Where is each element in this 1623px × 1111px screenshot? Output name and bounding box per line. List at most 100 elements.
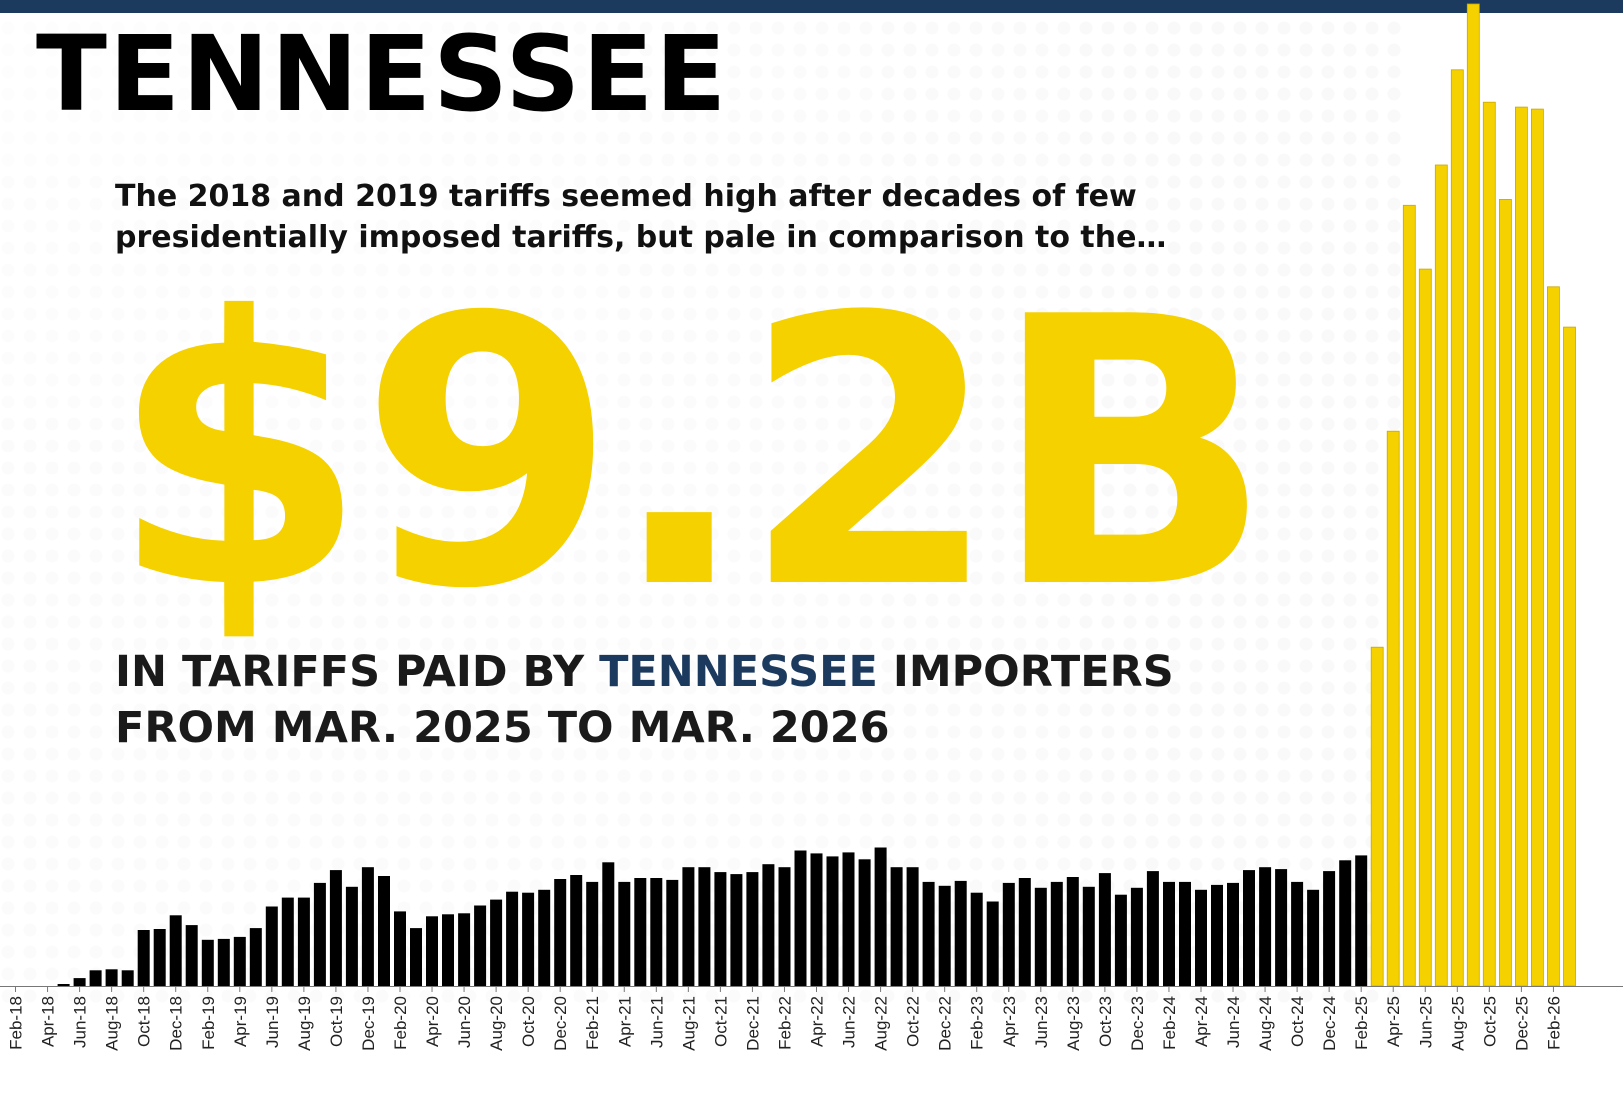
bar-feb-19 (201, 939, 214, 986)
x-tick-label: Apr-20 (423, 996, 442, 1047)
bar-nov-23 (1114, 894, 1127, 986)
x-tick-label: Dec-21 (743, 996, 762, 1051)
bar-jan-26 (1531, 108, 1544, 987)
x-tick-label: Feb-26 (1544, 996, 1563, 1050)
x-tick-label: Oct-23 (1096, 996, 1115, 1047)
bar-oct-23 (1098, 873, 1111, 986)
bar-feb-21 (586, 881, 599, 986)
top-accent-bar (0, 0, 1623, 13)
caption-suffix: IMPORTERS (877, 647, 1174, 697)
x-tick-label: Dec-23 (1128, 996, 1147, 1051)
x-tick-label: Jun-19 (263, 996, 282, 1048)
bar-feb-23 (970, 892, 983, 986)
x-tick-label: Feb-23 (968, 996, 987, 1050)
caption-state: TENNESSEE (599, 647, 878, 697)
bar-jun-20 (458, 913, 471, 986)
bar-feb-20 (394, 911, 406, 986)
bar-feb-25 (1355, 855, 1368, 986)
bar-nov-21 (730, 874, 743, 986)
bar-nov-19 (345, 886, 358, 986)
intro-text: The 2018 and 2019 tariffs seemed high af… (115, 176, 1166, 258)
x-tick-label: Apr-23 (1000, 996, 1019, 1047)
x-tick-label: Feb-19 (199, 996, 218, 1050)
bar-aug-18 (105, 969, 118, 986)
x-tick-label: Apr-19 (231, 996, 250, 1047)
bar-nov-22 (922, 881, 935, 986)
bar-jan-21 (570, 875, 583, 986)
bar-jul-23 (1050, 881, 1063, 986)
bar-jan-22 (762, 864, 775, 986)
bar-may-23 (1018, 878, 1031, 986)
bar-mar-23 (986, 901, 999, 986)
bar-feb-22 (778, 867, 791, 986)
bar-mar-22 (794, 850, 807, 986)
bar-jun-19 (265, 906, 278, 986)
bar-may-24 (1211, 884, 1223, 986)
bar-jun-24 (1227, 882, 1239, 986)
x-tick-label: Oct-18 (135, 996, 154, 1047)
bar-aug-24 (1259, 867, 1272, 986)
x-tick-label: Apr-24 (1192, 996, 1211, 1047)
x-tick-label: Dec-24 (1320, 996, 1339, 1051)
bar-sep-20 (506, 891, 519, 986)
x-tick-label: Jun-25 (1416, 996, 1435, 1048)
x-tick-label: Jun-24 (1224, 996, 1243, 1048)
x-tick-label: Aug-24 (1256, 996, 1275, 1051)
bar-nov-20 (538, 889, 551, 986)
x-tick-label: Dec-20 (551, 996, 570, 1051)
bar-apr-24 (1195, 889, 1207, 986)
bar-oct-25 (1482, 101, 1496, 987)
x-tick-label: Jun-22 (840, 996, 859, 1048)
headline-amount: $9.2B (110, 240, 1273, 670)
bar-sep-23 (1082, 886, 1095, 986)
bar-nov-25 (1499, 198, 1512, 987)
bar-jan-20 (378, 876, 390, 986)
bar-nov-18 (153, 929, 166, 986)
x-tick-label: Oct-25 (1480, 996, 1499, 1047)
x-tick-label: Dec-22 (936, 996, 955, 1051)
bar-dec-22 (938, 885, 951, 986)
bar-jul-20 (474, 905, 487, 986)
intro-line-2: presidentially imposed tariffs, but pale… (115, 220, 1167, 255)
caption-prefix: IN TARIFFS PAID BY (115, 647, 600, 697)
x-tick-label: Aug-22 (872, 996, 891, 1051)
bar-oct-22 (906, 867, 919, 986)
x-tick-label: Aug-19 (295, 996, 314, 1051)
x-tick-label: Apr-25 (1384, 996, 1403, 1047)
bar-dec-18 (169, 915, 182, 986)
bar-aug-19 (297, 897, 310, 986)
bar-sep-25 (1466, 3, 1480, 987)
bar-jul-21 (666, 879, 679, 986)
bar-dec-24 (1323, 871, 1336, 986)
bar-jan-19 (185, 925, 198, 986)
x-tick-label: Dec-19 (359, 996, 378, 1051)
bar-aug-22 (874, 847, 887, 986)
x-tick-label: Oct-21 (711, 996, 730, 1047)
bar-may-18 (57, 984, 70, 986)
bar-jun-21 (650, 878, 663, 986)
bar-jun-25 (1418, 268, 1432, 987)
bar-jul-22 (858, 859, 871, 986)
bar-aug-25 (1450, 69, 1464, 987)
x-tick-label: Feb-24 (1160, 996, 1179, 1050)
bar-mar-25 (1370, 646, 1384, 987)
bar-nov-24 (1307, 889, 1320, 986)
bar-jul-19 (281, 897, 294, 986)
x-tick-label: Apr-22 (808, 996, 827, 1047)
bar-apr-20 (426, 916, 438, 986)
x-tick-label: Oct-19 (327, 996, 346, 1047)
bar-apr-23 (1002, 882, 1015, 986)
x-tick-label: Jun-18 (71, 996, 90, 1048)
x-tick-label: Apr-18 (39, 996, 58, 1047)
x-tick-label: Apr-21 (615, 996, 634, 1047)
bar-aug-23 (1066, 877, 1079, 986)
bar-mar-26 (1563, 326, 1576, 987)
bar-sep-19 (313, 882, 326, 986)
bar-apr-19 (233, 936, 246, 986)
bar-aug-21 (682, 867, 695, 986)
bar-mar-21 (602, 862, 615, 986)
x-tick-label: Dec-18 (167, 996, 186, 1051)
x-tick-label: Aug-23 (1064, 996, 1083, 1051)
bar-jul-25 (1434, 164, 1448, 987)
